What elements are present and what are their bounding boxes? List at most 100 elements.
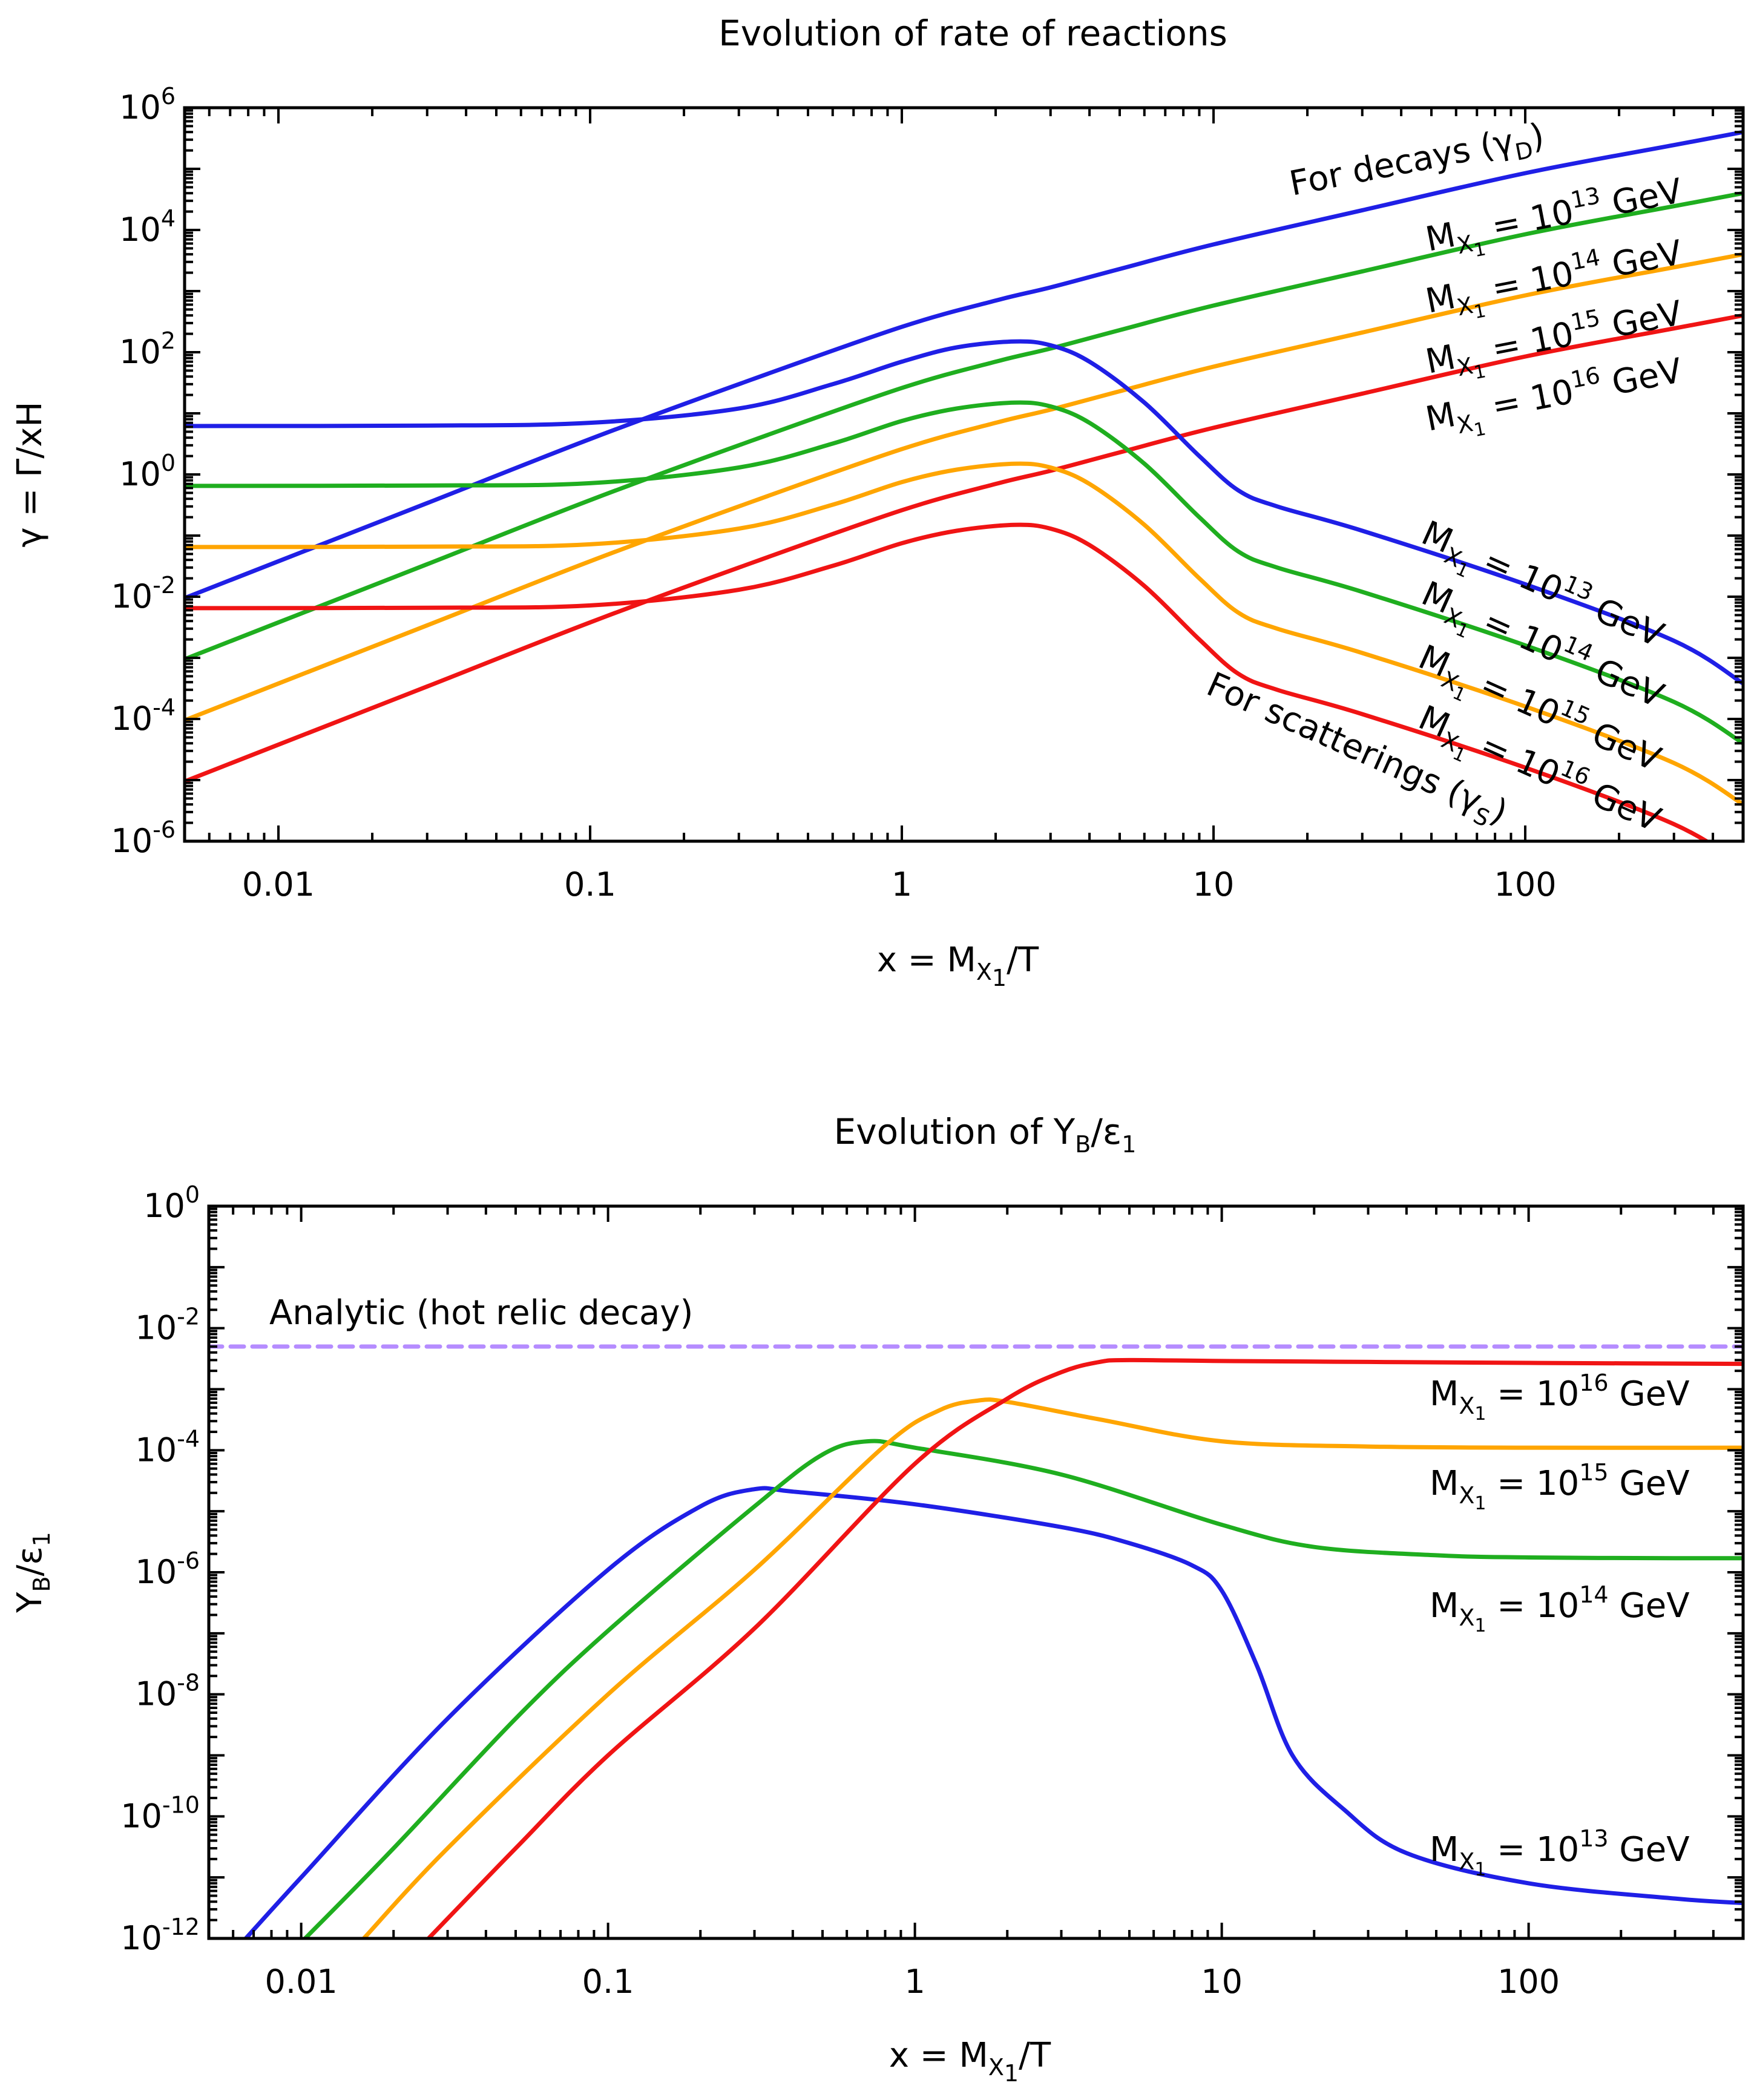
y-tick-base: 10 — [135, 1309, 177, 1347]
ylabel-part: Y — [10, 1592, 50, 1613]
mass-sub-1: 1 — [1474, 1493, 1486, 1514]
xlabel-subsub: 1 — [1004, 2060, 1019, 2087]
y-tick-exp: -12 — [162, 1914, 200, 1940]
series-line-0-4 — [185, 339, 1743, 686]
ylabel-sub: B — [28, 1577, 55, 1592]
y-tick-base: 10 — [119, 211, 161, 249]
mass-exp: 15 — [1579, 1459, 1608, 1486]
series-group — [209, 1344, 1743, 1938]
mass-M: M — [1422, 338, 1459, 382]
mass-unit: GeV — [1609, 1586, 1690, 1626]
mass-unit: GeV — [1609, 1374, 1690, 1414]
y-tick-label: 10-6 — [135, 1547, 200, 1591]
xlabel-part: x = M — [889, 2036, 988, 2075]
yb-mass-label-16: MX1 = 1016 GeV — [1430, 1370, 1690, 1425]
y-tick-exp: -2 — [153, 572, 176, 599]
decays-text: For decays (γ — [1286, 122, 1517, 203]
y-tick-label: 10-4 — [135, 1425, 200, 1469]
mass-sub-X: X — [1459, 1482, 1474, 1509]
y-tick-base: 10 — [119, 333, 161, 371]
series-group — [185, 130, 1743, 841]
y-tick-base: 10 — [111, 577, 153, 615]
mass-exp: 14 — [1579, 1581, 1608, 1608]
y-tick-base: 10 — [143, 1187, 185, 1225]
y-tick-base: 10 — [119, 88, 161, 126]
xlabel-sub: X — [976, 959, 992, 985]
y-tick-label: 104 — [119, 205, 176, 249]
mass-exp: 15 — [1568, 304, 1602, 336]
mass-sub-X: X — [1459, 1604, 1474, 1631]
y-tick-exp: 2 — [161, 327, 176, 354]
mass-unit: GeV — [1598, 351, 1685, 405]
mass-exp: 13 — [1579, 1825, 1608, 1852]
x-tick-label: 0.01 — [242, 865, 315, 904]
y-tick-exp: -4 — [177, 1425, 200, 1452]
mass-unit: GeV — [1609, 1464, 1690, 1503]
series-line-0-0 — [185, 130, 1743, 600]
mass-sub-X: X — [1454, 410, 1475, 439]
y-tick-label: 10-8 — [135, 1670, 200, 1713]
y-tick-label: 10-10 — [120, 1791, 200, 1835]
mass-eq: = 10 — [1486, 1374, 1579, 1414]
mass-eq: = 10 — [1478, 372, 1577, 428]
x-tick-label: 0.01 — [265, 1963, 338, 2001]
y-tick-label: 100 — [143, 1181, 200, 1225]
title-sub: 1 — [1122, 1131, 1136, 1158]
mass-M: M — [1430, 1464, 1459, 1503]
x-tick-label: 100 — [1497, 1963, 1560, 2001]
ticks — [183, 107, 1744, 842]
y-tick-label: 10-6 — [111, 816, 176, 860]
title-part: /ε — [1091, 1111, 1122, 1152]
chart-baryon-asymmetry: Evolution of YB/ε10.01 0.1 1 10 10010010-210… — [10, 1111, 1745, 2087]
ylabel-part: /ε — [10, 1546, 50, 1576]
y-tick-base: 10 — [119, 455, 161, 493]
mass-M: M — [1422, 215, 1459, 260]
mass-M: M — [1430, 1830, 1459, 1869]
y-tick-base: 10 — [120, 1919, 162, 1957]
mass-exp: 16 — [1579, 1370, 1608, 1396]
mass-unit: GeV — [1576, 771, 1666, 840]
y-axis-label: YB/ε1 — [10, 1532, 55, 1613]
x-tick-label: 0.1 — [564, 865, 616, 904]
chart-title: Evolution of rate of reactions — [718, 13, 1227, 54]
series-line-1-4 — [426, 1357, 1743, 1938]
mass-exp: 16 — [1568, 362, 1602, 393]
yb-mass-label-15: MX1 = 1015 GeV — [1430, 1459, 1690, 1514]
y-tick-exp: -4 — [153, 694, 176, 721]
y-tick-label: 102 — [119, 327, 176, 371]
x-tick-label: 10 — [1201, 1963, 1243, 2001]
title-sub: B — [1075, 1131, 1091, 1158]
series-line-0-7 — [185, 522, 1711, 841]
mass-unit: GeV — [1609, 1830, 1690, 1869]
mass-exp: 14 — [1568, 244, 1602, 275]
mass-sub-X: X — [1454, 292, 1475, 321]
mass-sub-1: 1 — [1474, 1615, 1486, 1636]
yb-mass-label-13: MX1 = 1013 GeV — [1430, 1825, 1690, 1880]
y-tick-exp: -6 — [177, 1547, 200, 1574]
x-tick-label: 0.1 — [582, 1963, 634, 2001]
chart-title: Evolution of YB/ε1 — [834, 1111, 1137, 1158]
y-tick-exp: 0 — [185, 1181, 200, 1208]
x-axis-label: x = MX1/T — [877, 940, 1039, 991]
xlabel-part: /T — [1019, 2036, 1051, 2075]
series-line-0-6 — [185, 461, 1743, 807]
y-tick-label: 10-12 — [120, 1914, 200, 1957]
mass-sub-X: X — [1454, 230, 1475, 259]
y-tick-exp: -10 — [162, 1791, 200, 1818]
x-tick-label: 1 — [892, 865, 912, 904]
y-tick-base: 10 — [111, 822, 153, 860]
mass-eq: = 10 — [1486, 1830, 1579, 1869]
mass-exp: 13 — [1568, 182, 1602, 214]
yb-mass-label-14: MX1 = 1014 GeV — [1430, 1581, 1690, 1636]
x-axis-label: x = MX1/T — [889, 2036, 1051, 2087]
y-tick-exp: -8 — [177, 1670, 200, 1696]
mass-eq: = 10 — [1478, 192, 1577, 249]
y-tick-exp: 4 — [161, 205, 176, 232]
y-tick-base: 10 — [120, 1797, 162, 1835]
series-line-1-2 — [303, 1439, 1743, 1938]
series-line-1-3 — [361, 1397, 1743, 1938]
y-tick-label: 10-2 — [135, 1304, 200, 1347]
mass-unit: GeV — [1598, 233, 1685, 287]
x-tick-label: 10 — [1193, 865, 1235, 904]
